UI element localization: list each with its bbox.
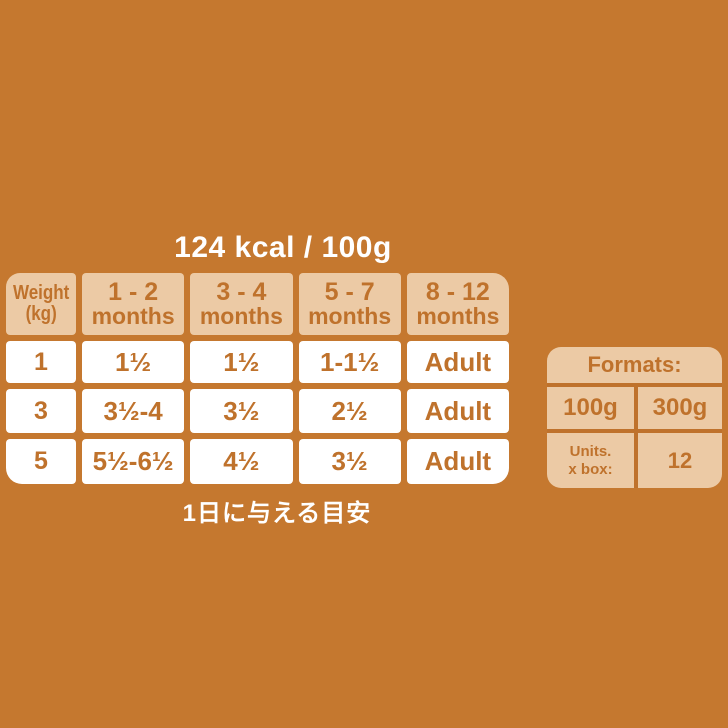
weight-cell: 5: [6, 439, 76, 484]
column-header-1-2-months: 1 - 2 months: [82, 273, 185, 335]
table-cell: 5½-6½: [82, 439, 185, 484]
table-cell: 1½: [82, 341, 185, 383]
column-header-8-12-months: 8 - 12 months: [406, 273, 509, 335]
table-cell: 3½-4: [82, 389, 185, 433]
table-cell: Adult: [406, 389, 509, 433]
format-size-300g: 300g: [634, 383, 722, 429]
table-cell: 4½: [190, 439, 293, 484]
table-cell: Adult: [406, 439, 509, 484]
column-header-weight: Weight (kg): [6, 273, 76, 335]
table-cell: 1½: [190, 341, 293, 383]
daily-feeding-caption: 1日に与える目安: [182, 500, 372, 527]
calorie-density-label: 124 kcal / 100g: [174, 231, 392, 264]
weight-cell: 1: [6, 341, 76, 383]
column-header-3-4-months: 3 - 4 months: [190, 273, 293, 335]
units-per-box-label: Units. x box:: [547, 429, 634, 488]
table-cell: 3½: [298, 439, 401, 484]
column-header-5-7-months: 5 - 7 months: [298, 273, 401, 335]
units-per-box-value: 12: [634, 429, 722, 488]
table-cell: 3½: [190, 389, 293, 433]
format-size-100g: 100g: [547, 383, 634, 429]
table-cell: 1-1½: [298, 341, 401, 383]
feeding-guide-table: Weight (kg) 1 - 2 months 3 - 4 months 5 …: [6, 273, 509, 484]
table-cell: 2½: [298, 389, 401, 433]
column-header-weight-text: Weight (kg): [12, 282, 70, 325]
weight-cell: 3: [6, 389, 76, 433]
formats-box: Formats: 100g 300g Units. x box: 12: [547, 347, 722, 488]
table-cell: Adult: [406, 341, 509, 383]
formats-title: Formats:: [587, 352, 682, 377]
